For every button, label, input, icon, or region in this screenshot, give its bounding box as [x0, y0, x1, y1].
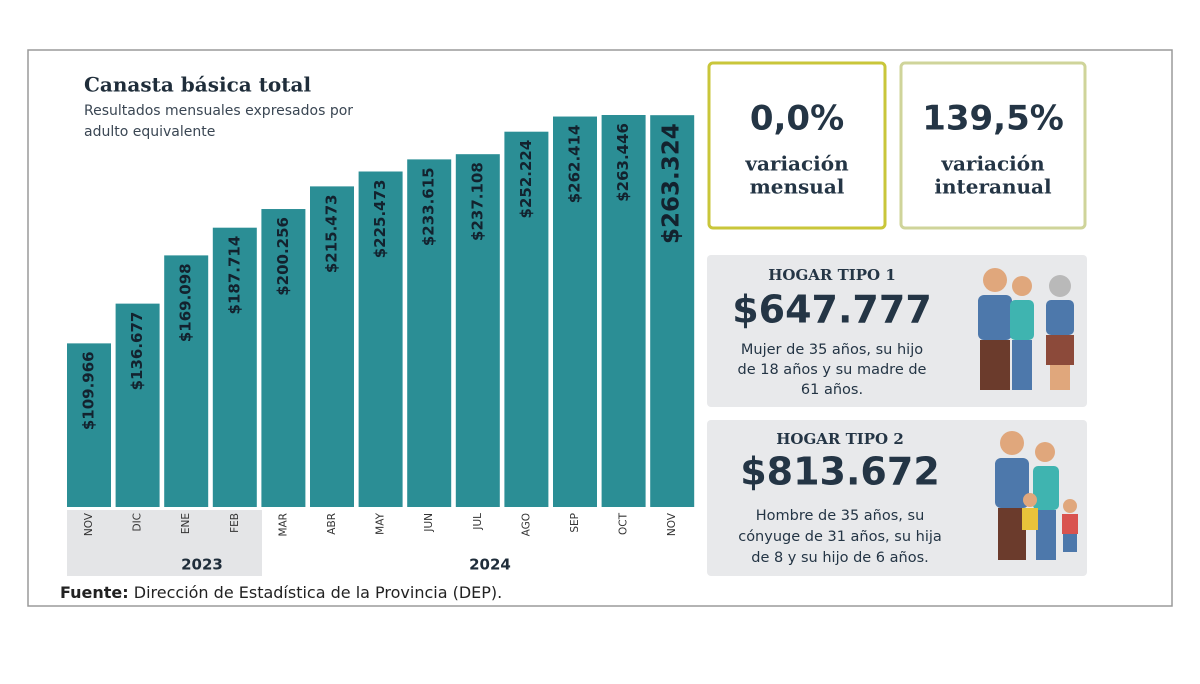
x-tick-label: AGO [520, 513, 532, 536]
bar [553, 116, 597, 507]
x-tick-label: JUN [423, 513, 435, 533]
household-description: 61 años. [801, 382, 863, 398]
x-tick-label: SEP [569, 513, 581, 533]
card-value: 139,5% [922, 99, 1064, 139]
bar [407, 159, 452, 507]
chart-title: Canasta básica total [84, 73, 311, 97]
household-panel [707, 420, 1087, 576]
value-label: $237.108 [468, 162, 486, 241]
family-icon [995, 431, 1078, 560]
bar [310, 186, 354, 507]
x-tick-label: ABR [326, 513, 338, 535]
bar [115, 303, 160, 507]
card-label: mensual [750, 175, 845, 199]
card-label: variación [744, 152, 849, 176]
x-tick-label: OCT [618, 512, 630, 535]
household-amount: $647.777 [732, 288, 932, 332]
value-label: $252.224 [517, 140, 535, 219]
value-label: $169.098 [177, 263, 195, 342]
bar [67, 343, 111, 507]
bar [601, 115, 646, 507]
value-label: $263.324 [659, 123, 685, 244]
bar [650, 115, 695, 508]
bar [164, 255, 209, 507]
year-label: 2024 [469, 556, 511, 574]
card-label: variación [940, 152, 1045, 176]
card-label: interanual [934, 175, 1052, 199]
bar [455, 154, 500, 507]
card [707, 61, 887, 230]
bar [504, 131, 549, 508]
x-tick-label: FEB [229, 513, 241, 533]
x-tick-label: NOV [666, 512, 678, 536]
bar [212, 227, 257, 507]
value-label: $136.677 [128, 312, 146, 391]
value-label: $109.966 [80, 351, 98, 430]
household-title: HOGAR TIPO 1 [768, 266, 896, 284]
household-description: de 18 años y su madre de [738, 362, 927, 378]
year-label: 2023 [181, 556, 223, 574]
value-label: $233.615 [420, 167, 438, 246]
household-description: de 8 y su hijo de 6 años. [751, 550, 929, 566]
card [899, 61, 1087, 230]
family-icon [978, 268, 1074, 390]
value-label: $200.256 [274, 217, 292, 296]
household-description: Mujer de 35 años, su hijo [741, 342, 923, 358]
source-label: Fuente: [60, 583, 129, 602]
bar [261, 209, 306, 507]
x-tick-label: DIC [132, 513, 144, 532]
chart-subtitle: adulto equivalente [84, 124, 215, 140]
household-amount: $813.672 [740, 450, 940, 494]
value-label: $215.473 [323, 194, 341, 273]
chart-subtitle: Resultados mensuales expresados por [84, 103, 353, 119]
value-label: $262.414 [566, 125, 584, 204]
household-description: cónyuge de 31 años, su hija [738, 529, 942, 545]
household-title: HOGAR TIPO 2 [776, 430, 904, 448]
bar [358, 171, 403, 507]
value-label: $187.714 [225, 236, 243, 315]
household-description: Hombre de 35 años, su [756, 508, 925, 524]
x-tick-label: MAR [277, 513, 289, 537]
x-tick-label: ENE [180, 513, 192, 534]
card-value: 0,0% [750, 99, 844, 139]
x-tick-label: JUL [472, 513, 484, 531]
source: Fuente: Dirección de Estadística de la P… [60, 583, 502, 602]
value-label: $263.446 [614, 123, 632, 202]
x-tick-label: MAY [375, 512, 387, 534]
year-band [67, 510, 262, 576]
x-tick-label: NOV [83, 512, 95, 536]
source-text: Dirección de Estadística de la Provincia… [134, 583, 502, 602]
value-label: $225.473 [371, 180, 389, 259]
